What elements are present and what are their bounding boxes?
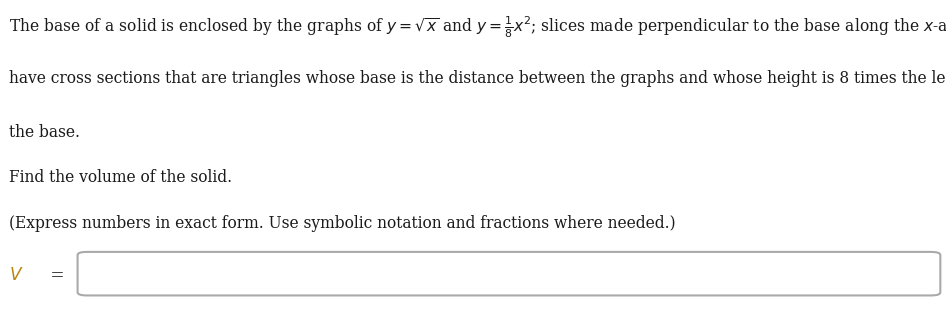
Text: The base of a solid is enclosed by the graphs of $y = \sqrt{x}$ and $y = \frac{1: The base of a solid is enclosed by the g… bbox=[9, 14, 946, 40]
Text: have cross sections that are triangles whose base is the distance between the gr: have cross sections that are triangles w… bbox=[9, 70, 946, 87]
Text: $\it{V}$: $\it{V}$ bbox=[9, 267, 24, 284]
FancyBboxPatch shape bbox=[78, 252, 940, 295]
Text: (Express numbers in exact form. Use symbolic notation and fractions where needed: (Express numbers in exact form. Use symb… bbox=[9, 215, 676, 232]
Text: =: = bbox=[45, 267, 65, 284]
Text: the base.: the base. bbox=[9, 124, 80, 142]
Text: Find the volume of the solid.: Find the volume of the solid. bbox=[9, 169, 233, 187]
